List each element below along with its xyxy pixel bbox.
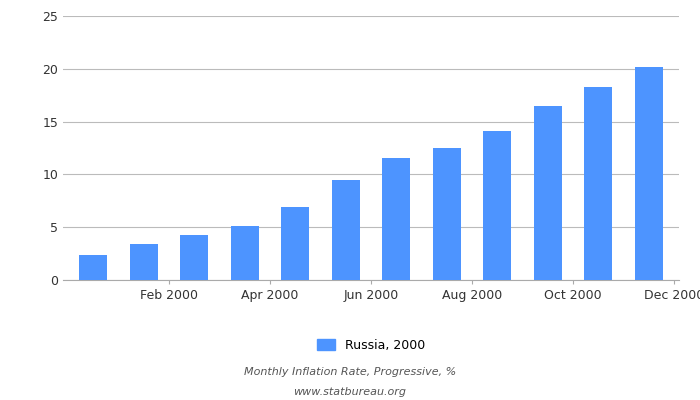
Bar [181, 234, 208, 280]
Bar [332, 180, 360, 280]
Bar [584, 87, 612, 280]
Text: Monthly Inflation Rate, Progressive, %: Monthly Inflation Rate, Progressive, % [244, 367, 456, 377]
Legend: Russia, 2000: Russia, 2000 [312, 334, 430, 357]
Bar [534, 106, 561, 280]
Bar [382, 158, 410, 280]
Bar [483, 131, 511, 280]
Bar [231, 226, 259, 280]
Text: www.statbureau.org: www.statbureau.org [293, 387, 407, 397]
Bar [281, 207, 309, 280]
Bar [130, 244, 158, 280]
Bar [433, 148, 461, 280]
Bar [79, 255, 107, 280]
Bar [635, 67, 663, 280]
